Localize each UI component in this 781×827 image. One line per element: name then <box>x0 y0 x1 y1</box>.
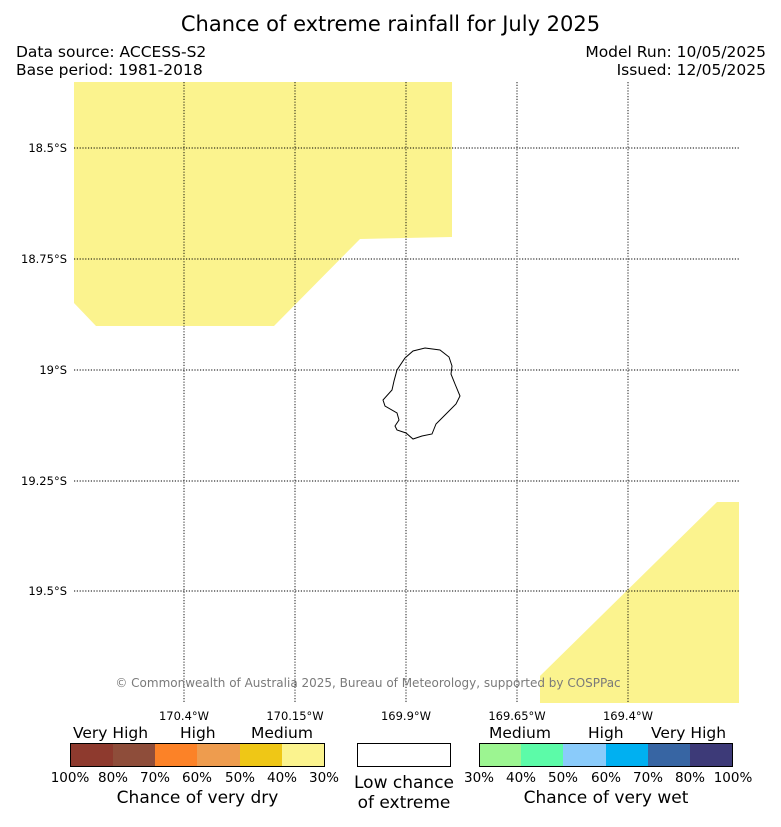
wet-swatch-70-80 <box>648 743 690 767</box>
copyright-notice: © Commonwealth of Australia 2025, Bureau… <box>115 676 620 690</box>
wet-head-high: High <box>588 724 624 742</box>
lon-label-169-9: 169.9°W <box>381 709 431 723</box>
dry-region-northwest <box>74 82 452 326</box>
wet-tick-50: 50% <box>547 770 579 786</box>
wet-tick-60: 60% <box>590 770 622 786</box>
lon-label-170-15: 170.15°W <box>266 709 323 723</box>
dry-region-southeast <box>540 502 739 703</box>
dry-tick-50: 50% <box>224 770 256 786</box>
dry-tick-80: 80% <box>97 770 129 786</box>
dry-tick-100: 100% <box>50 770 90 786</box>
meta-right: Model Run: 10/05/2025 Issued: 12/05/2025 <box>585 43 766 79</box>
wet-tick-70: 70% <box>632 770 664 786</box>
wet-tick-80: 80% <box>674 770 706 786</box>
wet-swatch-60-70 <box>606 743 648 767</box>
low-chance-line1: Low chance <box>354 773 454 793</box>
base-period: Base period: 1981-2018 <box>16 61 203 79</box>
model-run: Model Run: 10/05/2025 <box>585 43 766 61</box>
wet-swatch-30-40 <box>479 743 521 767</box>
lon-label-169-65: 169.65°W <box>488 709 545 723</box>
issued-date: Issued: 12/05/2025 <box>616 61 766 79</box>
dry-head-very-high: Very High <box>73 724 149 742</box>
dry-head-high: High <box>180 724 216 742</box>
dry-caption: Chance of very dry <box>116 788 279 808</box>
dry-tick-70: 70% <box>139 770 171 786</box>
wet-swatch-40-50 <box>521 743 563 767</box>
dry-tick-40: 40% <box>266 770 298 786</box>
wet-tick-100: 100% <box>713 770 753 786</box>
low-chance-caption: Low chance of extreme <box>340 773 468 813</box>
dry-swatch-80-70 <box>113 743 155 767</box>
meta-left: Data source: ACCESS-S2 Base period: 1981… <box>16 43 206 79</box>
lat-label-19: 19°S <box>39 363 67 377</box>
lon-label-170-4: 170.4°W <box>159 709 209 723</box>
dry-swatch-40-30 <box>282 743 325 767</box>
lat-label-18-5: 18.5°S <box>28 141 67 155</box>
map-title: Chance of extreme rainfall for July 2025 <box>180 12 601 36</box>
wet-caption: Chance of very wet <box>523 788 689 808</box>
dry-tick-30: 30% <box>308 770 340 786</box>
island-outline <box>382 347 461 440</box>
dry-swatch-50-40 <box>240 743 282 767</box>
wet-head-medium: Medium <box>489 724 551 742</box>
wet-swatch-50-60 <box>563 743 606 767</box>
dry-swatch-100-80 <box>70 743 113 767</box>
dry-head-medium: Medium <box>251 724 313 742</box>
low-chance-line2: of extreme <box>357 793 451 813</box>
wet-swatch-80-100 <box>690 743 733 767</box>
lon-label-169-4: 169.4°W <box>603 709 653 723</box>
wet-tick-30: 30% <box>463 770 495 786</box>
lat-label-18-75: 18.75°S <box>21 252 67 266</box>
data-source: Data source: ACCESS-S2 <box>16 43 207 61</box>
wet-head-very-high: Very High <box>651 724 727 742</box>
low-chance-swatch <box>357 743 451 767</box>
dry-tick-60: 60% <box>181 770 213 786</box>
dry-swatch-70-60 <box>155 743 197 767</box>
wet-tick-40: 40% <box>505 770 537 786</box>
lat-label-19-25: 19.25°S <box>21 474 67 488</box>
lat-label-19-5: 19.5°S <box>28 584 67 598</box>
dry-swatch-60-50 <box>197 743 240 767</box>
